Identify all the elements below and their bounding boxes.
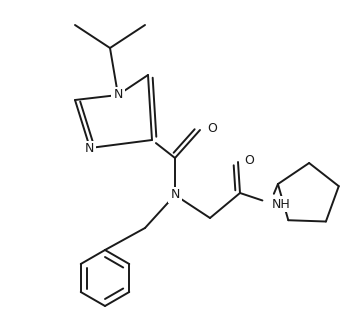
Text: N: N (113, 88, 123, 101)
Text: N: N (84, 142, 94, 155)
Text: O: O (207, 123, 217, 136)
Text: O: O (244, 153, 254, 166)
Text: NH: NH (272, 198, 291, 211)
Text: N: N (170, 188, 180, 202)
